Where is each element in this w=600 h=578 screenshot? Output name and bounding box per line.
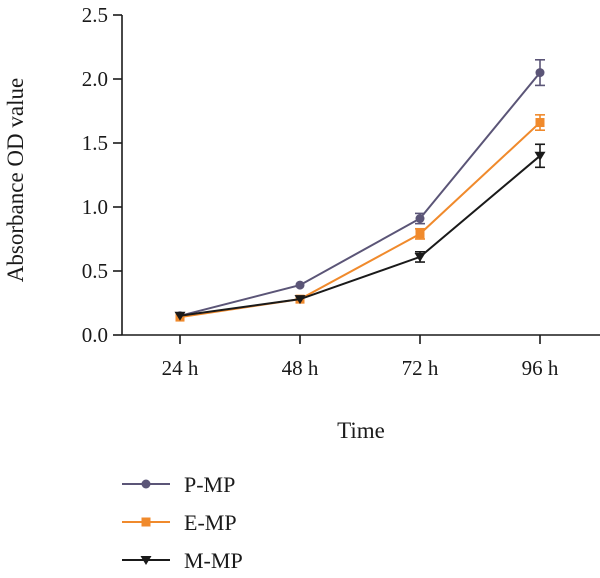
series-line xyxy=(179,121,541,319)
y-tick-label: 2.0 xyxy=(82,67,108,91)
legend-item-m-mp: M-MP xyxy=(122,548,243,573)
y-tick-label: 0.0 xyxy=(82,323,108,347)
data-point xyxy=(294,295,306,305)
data-point xyxy=(174,311,186,321)
data-point xyxy=(535,68,545,78)
data-point xyxy=(535,118,545,128)
x-tick-label: 96 h xyxy=(522,356,559,380)
data-point xyxy=(415,229,425,239)
series-line xyxy=(179,71,541,317)
series-p-mp xyxy=(175,58,545,321)
legend-marker xyxy=(140,556,152,565)
series-e-mp xyxy=(175,114,545,322)
series-m-mp xyxy=(174,143,546,321)
legend-marker xyxy=(141,479,151,489)
legend-label: M-MP xyxy=(184,548,243,573)
legend-label: P-MP xyxy=(184,472,235,497)
y-axis-title: Absorbance OD value xyxy=(3,78,28,282)
legend-item-e-mp: E-MP xyxy=(122,510,237,535)
series-layer xyxy=(174,58,546,322)
x-tick-label: 72 h xyxy=(402,356,439,380)
data-point xyxy=(415,214,425,224)
legend: P-MP E-MP M-MP xyxy=(122,472,243,573)
legend-item-p-mp: P-MP xyxy=(122,472,235,497)
y-tick-label: 0.5 xyxy=(82,259,108,283)
y-tick-label: 1.0 xyxy=(82,195,108,219)
y-tick-label: 1.5 xyxy=(82,131,108,155)
data-point xyxy=(534,151,546,161)
legend-marker xyxy=(141,517,151,527)
y-tick-label: 2.5 xyxy=(82,3,108,27)
data-point xyxy=(414,252,426,262)
axes: 0.0 0.5 1.0 1.5 2.0 2.5 24 h 48 h 72 h 96 h xyxy=(82,3,600,380)
x-tick-label: 24 h xyxy=(162,356,199,380)
x-axis-title: Time xyxy=(337,418,385,443)
x-tick-label: 48 h xyxy=(282,356,319,380)
data-point xyxy=(295,280,305,290)
legend-label: E-MP xyxy=(184,510,237,535)
series-line xyxy=(179,155,541,317)
